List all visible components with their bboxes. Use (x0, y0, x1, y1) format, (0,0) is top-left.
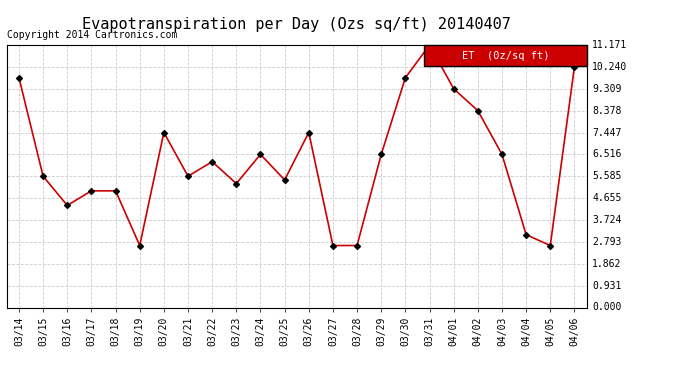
Text: 10.240: 10.240 (592, 62, 627, 72)
Text: 11.171: 11.171 (592, 40, 627, 50)
Text: 2.793: 2.793 (592, 237, 622, 247)
Text: 9.309: 9.309 (592, 84, 622, 94)
Text: 0.000: 0.000 (592, 303, 622, 312)
Text: 5.585: 5.585 (592, 171, 622, 181)
Text: 7.447: 7.447 (592, 128, 622, 138)
Text: 4.655: 4.655 (592, 193, 622, 203)
Text: 0.931: 0.931 (592, 280, 622, 291)
FancyBboxPatch shape (424, 45, 586, 66)
Text: 6.516: 6.516 (592, 149, 622, 159)
Text: 3.724: 3.724 (592, 215, 622, 225)
Text: Copyright 2014 Cartronics.com: Copyright 2014 Cartronics.com (7, 30, 177, 40)
Text: ET  (0z/sq ft): ET (0z/sq ft) (462, 51, 549, 60)
Text: 1.862: 1.862 (592, 259, 622, 269)
Text: Evapotranspiration per Day (Ozs sq/ft) 20140407: Evapotranspiration per Day (Ozs sq/ft) 2… (82, 17, 511, 32)
Text: 8.378: 8.378 (592, 106, 622, 116)
